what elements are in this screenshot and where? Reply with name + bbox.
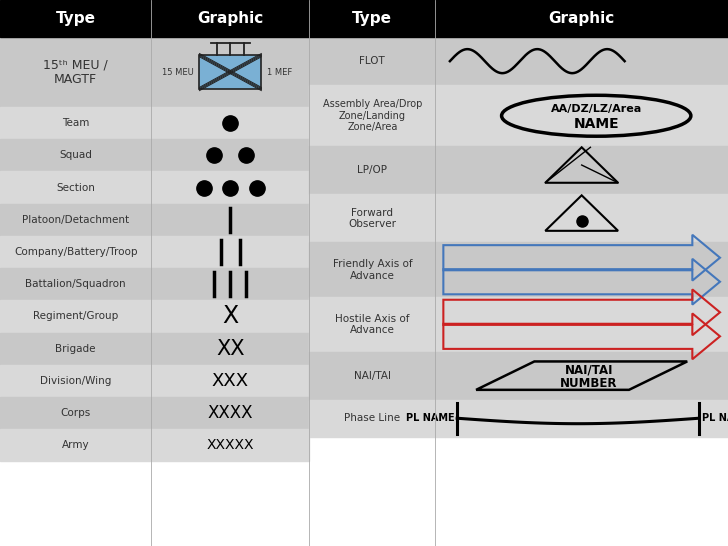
Text: XX: XX	[216, 339, 245, 359]
Text: LP/OP: LP/OP	[357, 165, 387, 175]
Bar	[151, 204, 309, 236]
Bar	[151, 429, 309, 461]
Bar	[151, 37, 309, 107]
Text: Corps: Corps	[60, 408, 91, 418]
Text: NAI/TAI: NAI/TAI	[565, 364, 613, 377]
Bar	[0, 397, 151, 429]
Bar	[0, 171, 151, 204]
Bar	[151, 139, 309, 171]
Text: Section: Section	[56, 182, 95, 193]
Bar	[151, 107, 309, 139]
Text: Forward
Observer: Forward Observer	[349, 207, 396, 229]
Bar	[199, 55, 261, 89]
Text: PL NAME: PL NAME	[702, 413, 728, 423]
Bar	[0, 365, 151, 397]
Bar	[309, 0, 435, 37]
Bar	[309, 37, 435, 85]
Text: PL NAME: PL NAME	[405, 413, 454, 423]
Text: NAME: NAME	[574, 117, 619, 131]
Text: 15ᵗʰ MEU /
MAGTF: 15ᵗʰ MEU / MAGTF	[44, 58, 108, 86]
Text: Battalion/Squadron: Battalion/Squadron	[25, 279, 126, 289]
Text: Team: Team	[62, 118, 90, 128]
Bar	[435, 85, 728, 146]
Text: FLOT: FLOT	[360, 56, 385, 66]
Text: Brigade: Brigade	[55, 343, 96, 354]
Text: Graphic: Graphic	[548, 11, 615, 26]
Bar	[309, 400, 435, 437]
Bar	[435, 352, 728, 400]
Bar	[151, 333, 309, 365]
Bar	[435, 37, 728, 85]
Text: Type: Type	[56, 11, 95, 26]
Text: NAI/TAI: NAI/TAI	[354, 371, 391, 381]
Text: Phase Line: Phase Line	[344, 413, 400, 423]
Bar	[0, 107, 151, 139]
Bar	[0, 204, 151, 236]
Bar	[151, 268, 309, 300]
Text: Army: Army	[62, 440, 90, 450]
Bar	[0, 300, 151, 333]
Bar	[309, 297, 435, 352]
Bar	[309, 194, 435, 242]
Bar	[0, 236, 151, 268]
Bar	[435, 0, 728, 37]
Bar	[435, 146, 728, 194]
Bar	[151, 300, 309, 333]
Bar	[151, 236, 309, 268]
Bar	[151, 171, 309, 204]
Bar	[0, 139, 151, 171]
Bar	[151, 365, 309, 397]
Text: Division/Wing: Division/Wing	[40, 376, 111, 386]
Text: 1 MEF: 1 MEF	[267, 68, 293, 76]
Bar	[435, 194, 728, 242]
Text: XXXX: XXXX	[207, 404, 253, 422]
Bar	[435, 242, 728, 297]
Bar	[309, 146, 435, 194]
Bar	[309, 85, 435, 146]
Text: XXX: XXX	[212, 372, 249, 390]
Bar	[0, 429, 151, 461]
Bar	[151, 0, 309, 37]
Bar	[0, 333, 151, 365]
Text: NUMBER: NUMBER	[561, 377, 617, 390]
Text: Assembly Area/Drop
Zone/Landing
Zone/Area: Assembly Area/Drop Zone/Landing Zone/Are…	[323, 99, 422, 132]
Text: Regiment/Group: Regiment/Group	[33, 311, 119, 322]
Bar	[309, 352, 435, 400]
Bar	[151, 397, 309, 429]
Text: Type: Type	[352, 11, 392, 26]
Text: Squad: Squad	[59, 150, 92, 161]
Text: Graphic: Graphic	[197, 11, 264, 26]
Text: XXXXX: XXXXX	[207, 438, 254, 452]
Text: Hostile Axis of
Advance: Hostile Axis of Advance	[335, 313, 410, 335]
Bar	[0, 268, 151, 300]
Text: X: X	[222, 305, 239, 328]
Bar	[435, 400, 728, 437]
Text: Platoon/Detachment: Platoon/Detachment	[22, 215, 130, 225]
Text: AA/DZ/LZ/Area: AA/DZ/LZ/Area	[550, 104, 642, 114]
Text: Friendly Axis of
Advance: Friendly Axis of Advance	[333, 259, 412, 281]
Bar	[435, 297, 728, 352]
Bar	[0, 37, 151, 107]
Bar	[0, 0, 151, 37]
Text: Company/Battery/Troop: Company/Battery/Troop	[14, 247, 138, 257]
Text: 15 MEU: 15 MEU	[162, 68, 194, 76]
Bar	[309, 242, 435, 297]
